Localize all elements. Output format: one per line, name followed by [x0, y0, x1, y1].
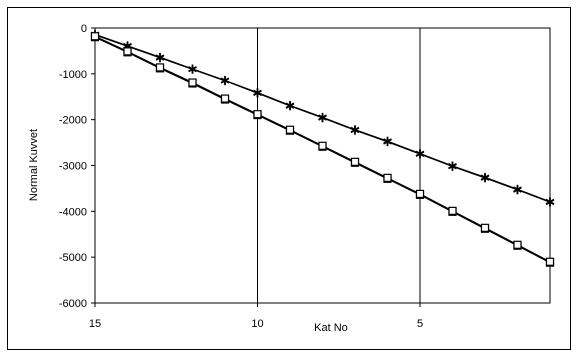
data-point-star	[513, 184, 522, 194]
x-tick-label: 10	[251, 318, 263, 330]
data-point-star	[220, 75, 230, 85]
data-point-star	[480, 172, 490, 182]
data-point-square	[545, 257, 555, 266]
series-group	[90, 29, 555, 267]
data-point-star	[545, 197, 555, 207]
data-point-square	[155, 63, 165, 72]
data-point-star	[350, 125, 360, 135]
data-point-square	[220, 94, 230, 103]
data-point-square	[415, 189, 425, 199]
data-point-square	[480, 223, 490, 232]
y-tick-label: -6000	[59, 298, 87, 310]
data-point-square	[188, 78, 197, 87]
data-point-square	[253, 110, 262, 119]
grid-lines	[257, 28, 421, 303]
y-tick-label: -4000	[59, 206, 87, 218]
y-tick-label: -3000	[59, 161, 87, 173]
x-tick-label: 5	[417, 318, 423, 330]
y-tick-label: -5000	[59, 252, 87, 264]
data-point-square	[513, 240, 522, 249]
x-axis-ticks: 15 10 5	[89, 303, 423, 330]
data-point-square	[90, 32, 100, 41]
x-axis-label: Kat No	[314, 322, 348, 334]
data-point-star	[383, 136, 392, 146]
y-axis-ticks: 0 -1000 -2000 -3000 -4000 -5000 -6000	[59, 23, 95, 310]
data-point-star	[188, 64, 197, 74]
data-point-square	[285, 125, 295, 134]
y-axis-label: Normal Kuvvet	[28, 129, 40, 201]
data-point-star	[285, 100, 295, 110]
y-tick-label: -2000	[59, 115, 87, 127]
x-tick-label: 15	[89, 318, 101, 330]
y-tick-label: -1000	[59, 69, 87, 81]
data-point-star	[155, 52, 165, 62]
data-point-square	[123, 47, 132, 56]
y-tick-label: 0	[81, 23, 87, 35]
data-point-square	[350, 157, 360, 166]
chart-frame	[7, 7, 571, 350]
data-point-square	[383, 173, 392, 182]
data-point-square	[448, 206, 457, 215]
data-point-square	[318, 141, 327, 150]
data-point-star	[318, 112, 327, 122]
data-point-star	[253, 88, 262, 98]
data-point-star	[448, 161, 457, 171]
data-point-star	[415, 149, 425, 159]
